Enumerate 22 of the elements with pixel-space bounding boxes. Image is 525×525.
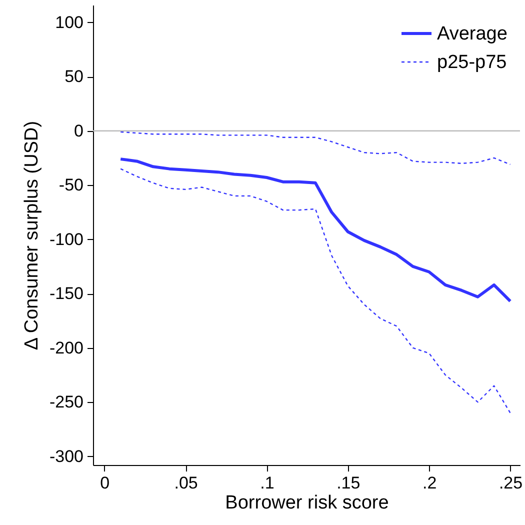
y-tick-label: -50 xyxy=(58,176,84,195)
y-tick-label: -250 xyxy=(49,392,84,412)
x-tick-label: .15 xyxy=(336,474,360,492)
line-series xyxy=(120,168,511,414)
x-tick-label: 0 xyxy=(100,474,110,492)
y-tick-label: 50 xyxy=(64,67,84,86)
legend-label: Average xyxy=(437,24,508,44)
x-tick-label: .1 xyxy=(260,474,274,492)
y-tick-label: 0 xyxy=(74,121,84,140)
y-tick-label: -100 xyxy=(49,230,84,249)
legend-label: p25-p75 xyxy=(437,52,507,73)
x-tick-label: .25 xyxy=(498,474,523,492)
y-tick-label: -150 xyxy=(49,284,84,304)
x-tick-label: .05 xyxy=(174,474,198,492)
x-tick-label: .2 xyxy=(422,474,437,492)
line-series xyxy=(119,158,512,303)
y-tick-label: -200 xyxy=(49,338,84,358)
y-axis-title: Δ Consumer surplus (USD) xyxy=(21,120,42,350)
y-tick-label: 100 xyxy=(55,12,84,32)
line-series xyxy=(120,131,511,166)
y-tick-label: -300 xyxy=(49,446,84,466)
x-axis-title: Borrower risk score xyxy=(225,492,389,514)
